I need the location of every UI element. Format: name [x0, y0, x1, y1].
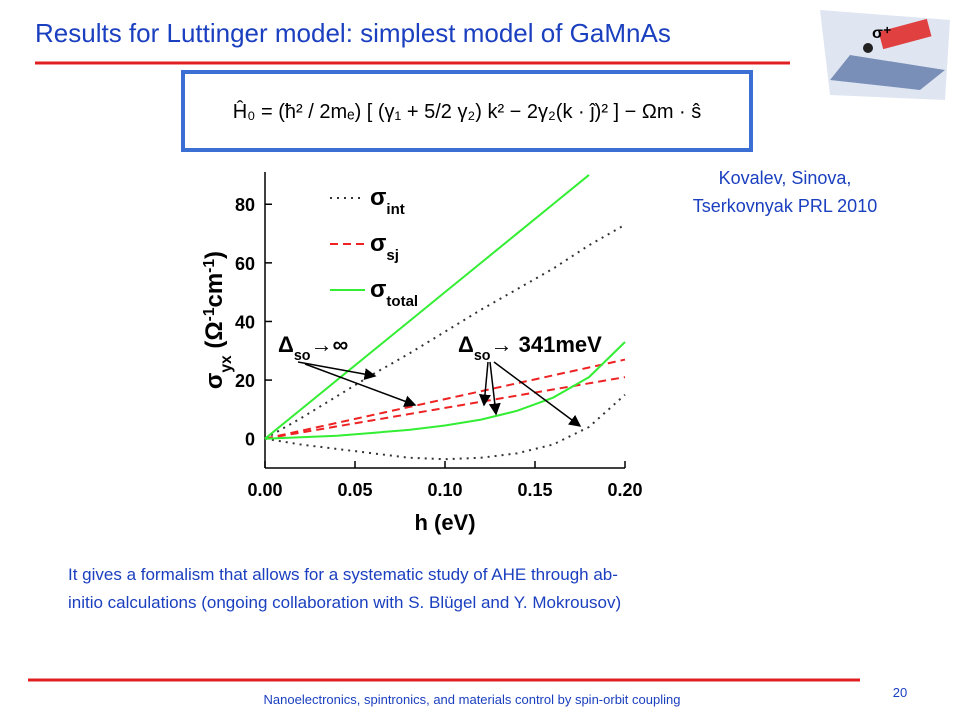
y-tick-label: 80	[235, 195, 255, 215]
rich-text: σyx (Ω-1cm-1)	[201, 251, 235, 389]
annotation-arrow	[297, 361, 377, 381]
text-part: so	[474, 348, 491, 364]
x-tick-label: 0.10	[427, 480, 462, 500]
x-tick-label: 0.20	[607, 480, 642, 500]
x-tick-label: 0.15	[517, 480, 552, 500]
text-part: Δ	[278, 332, 294, 357]
legend-subscript: int	[386, 201, 404, 218]
curve	[264, 376, 626, 440]
curve	[264, 174, 590, 440]
text-part: cm	[201, 273, 228, 308]
citation: Kovalev, Sinova,	[719, 168, 852, 188]
text-part: -1	[201, 307, 218, 321]
citation: Tserkovnyak PRL 2010	[693, 196, 877, 216]
text-part: σ	[201, 373, 228, 389]
text-part: so	[294, 348, 311, 364]
annotation-arrow	[488, 361, 501, 416]
legend-label: σsj	[370, 230, 399, 264]
rich-text: Δso→ 341meV	[458, 332, 602, 364]
page-number: 20	[893, 685, 907, 700]
slide-title: Results for Luttinger model: simplest mo…	[35, 18, 671, 48]
text-part: Δ	[458, 332, 474, 357]
equation: Ĥ₀ = (ħ² / 2mₑ) [ (γ₁ + 5/2 γ₂) k² − 2γ₂…	[233, 100, 702, 123]
x-axis-label: h (eV)	[414, 510, 475, 535]
footer-text: Nanoelectronics, spintronics, and materi…	[264, 692, 681, 707]
text-part: -1	[201, 259, 218, 273]
text-part: )	[201, 251, 228, 259]
legend-subscript: sj	[386, 247, 399, 264]
y-tick-label: 20	[235, 371, 255, 391]
legend-label: σtotal	[370, 276, 418, 310]
body-text: It gives a formalism that allows for a s…	[68, 565, 618, 584]
equation-box	[181, 70, 753, 152]
annotation-arrow	[493, 361, 582, 427]
legend-label: σint	[370, 184, 405, 218]
rich-text: Δso→∞	[278, 332, 348, 364]
y-tick-label: 40	[235, 312, 255, 332]
curve	[264, 358, 626, 440]
text-part: →∞	[311, 332, 349, 357]
annotation-arrow	[304, 363, 417, 407]
text-part: yx	[218, 355, 235, 373]
x-tick-label: 0.05	[337, 480, 372, 500]
annotation-arrow	[478, 361, 491, 407]
legend-subscript: total	[386, 293, 418, 310]
curve	[264, 341, 626, 440]
text-part: (Ω	[201, 321, 228, 355]
svg-text:σ⁺: σ⁺	[872, 25, 891, 42]
legend-symbol: σ	[370, 184, 386, 211]
legend-symbol: σ	[370, 276, 386, 303]
legend-symbol: σ	[370, 230, 386, 257]
device-illustration: σ⁺	[820, 10, 950, 100]
y-tick-label: 0	[245, 430, 255, 450]
text-part: → 341meV	[491, 332, 603, 357]
x-tick-label: 0.00	[247, 480, 282, 500]
y-tick-label: 60	[235, 254, 255, 274]
body-text: initio calculations (ongoing collaborati…	[68, 593, 621, 612]
